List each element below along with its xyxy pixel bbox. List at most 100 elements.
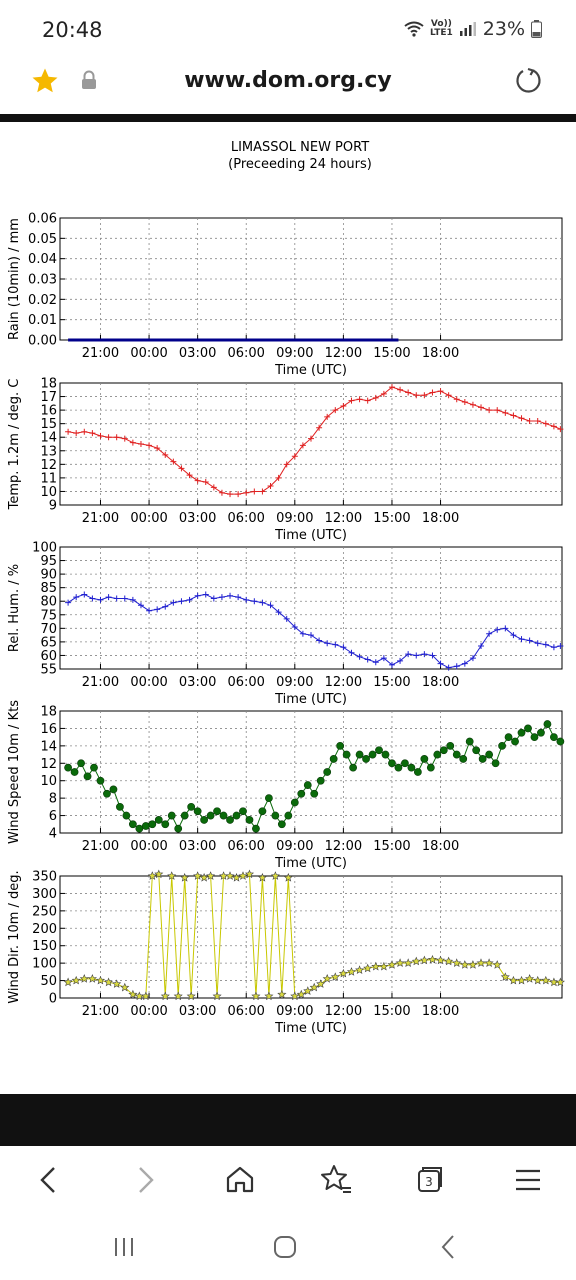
temp-data-point [308, 435, 314, 442]
wspd-data-point [426, 763, 435, 772]
wdir-data-point [141, 991, 151, 1001]
temp-data-point [445, 392, 452, 399]
temp-data-point [243, 489, 250, 496]
system-back-icon[interactable] [434, 1232, 462, 1262]
rain-ytick-label: 0.02 [28, 293, 57, 308]
lock-icon[interactable] [80, 70, 98, 90]
wdir-ytick-label: 150 [32, 939, 57, 954]
wspd-data-point [342, 750, 351, 759]
wspd-data-point [187, 802, 196, 811]
hum-data-point [202, 591, 209, 598]
wspd-data-point [491, 759, 500, 768]
wspd-ytick-label: 14 [40, 739, 57, 754]
station-subtitle: (Preceeding 24 hours) [228, 157, 372, 172]
wdir-data-point [193, 871, 203, 880]
wdir-data-point [468, 960, 478, 969]
hum-xtick-label: 06:00 [227, 675, 264, 690]
home-button-icon[interactable] [272, 1234, 300, 1262]
temp-data-point [65, 428, 72, 435]
url-field[interactable]: www.dom.org.cy [184, 68, 392, 93]
wdir-data-point [167, 871, 177, 880]
temp-ytick-label: 13 [40, 444, 57, 459]
wdir-xtick-label: 21:00 [82, 1004, 119, 1019]
home-icon[interactable] [218, 1158, 262, 1202]
forward-icon[interactable] [124, 1158, 168, 1202]
wspd-data-point [336, 741, 345, 750]
hum-data-point [178, 598, 185, 605]
hum-data-point [405, 651, 412, 658]
wdir-data-point [516, 975, 527, 985]
wdir-ytick-label: 300 [32, 887, 57, 902]
wspd-data-point [310, 789, 319, 798]
hum-data-point [316, 637, 323, 644]
reload-icon[interactable] [514, 66, 544, 96]
wdir-xtick-label: 12:00 [325, 1004, 362, 1019]
wdir-ytick-label: 50 [40, 974, 57, 989]
wspd-data-point [504, 733, 513, 742]
weather-chart-panel: LIMASSOL NEW PORT (Preceeding 24 hours) … [0, 122, 576, 1094]
wspd-data-point [401, 759, 409, 768]
wdir-data-point [492, 960, 502, 969]
bookmarks-icon[interactable] [314, 1158, 358, 1202]
rain-ytick-label: 0.04 [28, 252, 57, 267]
wspd-data-point [128, 820, 137, 829]
hum-data-point [494, 626, 501, 633]
wspd-xtick-label: 06:00 [227, 839, 264, 854]
tabs-button[interactable]: 3 [408, 1158, 452, 1202]
wdir-data-point [338, 968, 348, 978]
hum-data-point [308, 632, 314, 639]
bookmark-star-icon[interactable] [30, 66, 60, 96]
wspd-data-point [381, 750, 390, 759]
wspd-data-point [543, 720, 552, 728]
wspd-data-point [297, 789, 306, 798]
wspd-data-point [349, 763, 358, 772]
wdir-data-point [251, 991, 261, 1001]
hum-ytick-label: 90 [40, 568, 57, 583]
temp-data-point [202, 478, 209, 485]
temp-data-point [105, 434, 112, 441]
temp-data-point [332, 407, 339, 414]
wspd-data-point [239, 807, 247, 816]
hum-data-point [445, 664, 452, 671]
page-bottom-border [0, 1094, 576, 1146]
hum-data-point [129, 596, 136, 603]
temp-ytick-label: 11 [40, 471, 57, 486]
wdir-data-point [87, 973, 97, 983]
wdir-data-point [411, 956, 421, 966]
temp-ytick-label: 17 [40, 390, 57, 405]
back-icon[interactable] [26, 1158, 70, 1202]
recent-apps-icon[interactable] [110, 1234, 140, 1260]
wspd-data-point [459, 755, 468, 763]
temp-plot-frame [59, 382, 563, 506]
rain-xtick-label: 15:00 [373, 346, 410, 361]
wspd-data-point [90, 763, 98, 772]
wdir-data-point [476, 958, 486, 968]
wspd-xtick-label: 12:00 [325, 839, 362, 854]
hum-plot-frame [59, 546, 563, 670]
temp-xtick-label: 15:00 [373, 511, 410, 526]
hum-xtick-label: 21:00 [82, 675, 119, 690]
temp-data-point [380, 390, 387, 397]
wspd-data-point [368, 750, 377, 759]
temp-xtick-label: 06:00 [227, 511, 264, 526]
temp-ytick-label: 12 [40, 458, 57, 473]
wdir-data-point [104, 977, 114, 987]
wspd-data-point [517, 728, 526, 737]
temp-data-point [437, 388, 444, 395]
wspd-data-point [452, 750, 461, 759]
wdir-ytick-label: 250 [32, 904, 57, 919]
temp-data-point [218, 489, 225, 496]
wdir-data-point [206, 871, 216, 880]
wspd-data-point [103, 789, 111, 798]
temp-data-point [251, 488, 258, 495]
wdir-data-point [180, 872, 190, 882]
wspd-data-point [394, 763, 403, 772]
temp-data-point [340, 403, 347, 410]
hum-data-point [162, 603, 169, 610]
menu-icon[interactable] [506, 1158, 550, 1202]
wdir-ytick-label: 100 [32, 957, 57, 972]
hum-data-point [453, 663, 460, 670]
temp-xtick-label: 03:00 [179, 511, 216, 526]
temp-data-point [299, 442, 306, 449]
wspd-data-point [498, 741, 506, 750]
